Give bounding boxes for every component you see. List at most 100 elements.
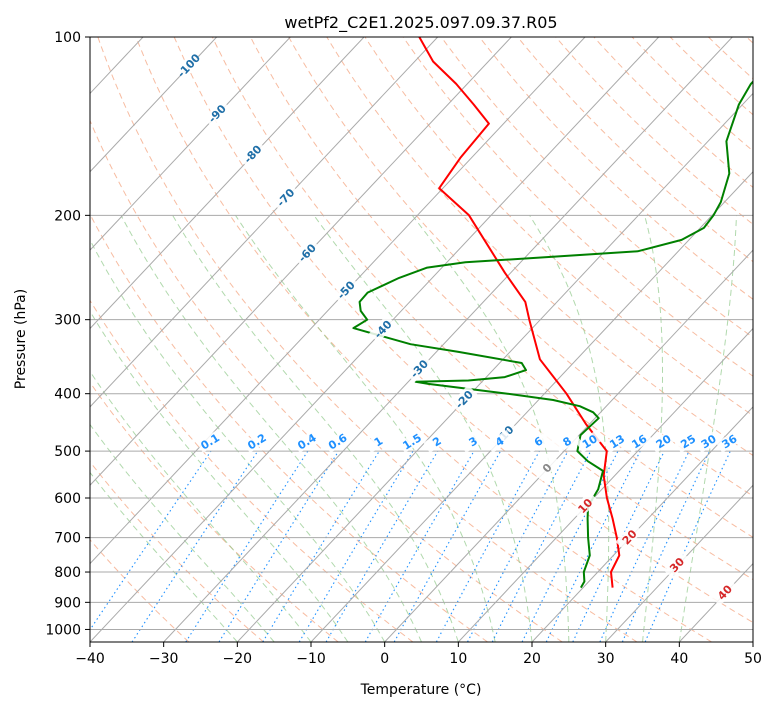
plot-frame xyxy=(89,36,754,643)
mixing-ratio-line xyxy=(572,450,665,642)
isotherm-label-bg xyxy=(450,385,478,413)
mixing-ratio-label-group: 1 xyxy=(364,429,392,453)
mixing-ratio-label-group: 0.6 xyxy=(324,429,351,453)
mixing-ratio-line xyxy=(90,450,212,631)
isotherm-label-bg xyxy=(203,99,231,128)
isotherm-label-bg xyxy=(271,183,299,211)
mixing-ratio-label-bg xyxy=(459,429,487,453)
mixing-ratio-label-bg xyxy=(674,429,702,453)
isotherm-label-bg xyxy=(662,550,691,579)
isotherm-label-group: -30 xyxy=(405,354,433,383)
isotherm xyxy=(457,327,753,642)
moist-adiabat xyxy=(313,215,533,642)
mixing-ratio-line xyxy=(467,450,569,642)
mixing-ratio-label-group: 8 xyxy=(553,429,581,453)
line-labels: -100-90-80-70-60-50-40-30-20-10010203040… xyxy=(174,51,743,606)
mixing-ratio-label-bg xyxy=(486,429,513,453)
mixing-ratio-line xyxy=(218,450,340,642)
mixing-ratio-label-group: 16 xyxy=(625,429,653,453)
y-axis-title: Pressure (hPa) xyxy=(13,289,29,389)
mixing-ratio-label-group: 1.5 xyxy=(398,429,426,453)
x-tick-label: 0 xyxy=(380,651,389,667)
mixing-ratio-label-bg xyxy=(553,429,581,453)
isotherm-label-bg xyxy=(331,275,360,304)
mixing-ratio-label-bg xyxy=(423,429,451,453)
mixing-ratio-line xyxy=(364,450,475,642)
dry-adiabat xyxy=(211,37,753,581)
x-tick-label: 50 xyxy=(744,651,762,667)
dry-adiabat xyxy=(90,213,488,642)
dry-adiabat xyxy=(746,37,753,44)
mixing-ratio-label-group: 6 xyxy=(524,429,552,453)
mixing-ratio-line xyxy=(185,450,309,642)
y-tick-label: 700 xyxy=(54,531,81,547)
dry-adiabat xyxy=(402,37,753,377)
x-tick-label: −40 xyxy=(75,651,105,667)
isotherm xyxy=(90,37,291,251)
isotherm xyxy=(90,37,586,565)
isotherm-label-bg xyxy=(532,453,561,482)
dry-adiabat xyxy=(631,37,753,152)
mixing-ratio-line xyxy=(298,450,414,642)
mixing-ratio-label-group: 0.2 xyxy=(243,429,271,453)
mixing-ratio-label-bg xyxy=(715,429,743,453)
moist-adiabat xyxy=(90,423,275,642)
dry-adiabat xyxy=(326,37,753,457)
mixing-ratio-label-bg xyxy=(603,429,631,453)
mixing-ratio-label-bg xyxy=(649,429,677,453)
dry-adiabat xyxy=(90,119,563,642)
isotherm-label-group: -100 xyxy=(174,51,203,80)
isotherm-label-bg xyxy=(710,578,738,606)
dry-adiabat xyxy=(90,381,339,642)
dry-adiabat xyxy=(173,37,753,624)
axis-ticks: −40 −30 −20 −10 0 10 20 30 40 5010020030040050060… xyxy=(45,30,762,667)
dry-adiabat xyxy=(593,37,753,189)
x-tick-label: 30 xyxy=(597,651,615,667)
x-tick-label: −10 xyxy=(296,651,326,667)
isotherm xyxy=(384,249,753,642)
dry-adiabat xyxy=(364,37,753,417)
isotherm xyxy=(236,92,753,642)
y-tick-label: 400 xyxy=(54,387,81,403)
isotherm-label-bg xyxy=(571,491,599,520)
y-tick-label: 100 xyxy=(54,30,81,46)
dry-adiabat xyxy=(90,299,414,642)
isotherm-label-bg xyxy=(368,314,397,343)
moist-adiabat xyxy=(90,471,238,642)
isotherm xyxy=(605,484,753,642)
dry-adiabat xyxy=(250,37,753,538)
mixing-ratio-label-bg xyxy=(576,429,603,453)
moist-adiabat xyxy=(90,370,312,642)
isotherm-label-group: -70 xyxy=(271,183,299,211)
mixing-ratio-label-bg xyxy=(243,429,271,453)
sounding-profiles xyxy=(352,37,753,589)
mixing-ratio-line xyxy=(325,450,439,642)
moist-adiabat xyxy=(120,215,422,642)
x-tick-label: −30 xyxy=(149,651,179,667)
isotherm-label-bg xyxy=(293,238,321,267)
isotherm-label-group: -90 xyxy=(203,99,231,128)
dewpoint-profile xyxy=(352,80,753,589)
mixing-ratio-label-bg xyxy=(364,429,392,453)
mixing-ratio-label-bg xyxy=(695,429,722,453)
mixing-ratio-label-bg xyxy=(398,429,426,453)
mixing-ratio-label-group: 13 xyxy=(603,429,631,453)
mixing-ratio-label-group: 3 xyxy=(459,429,487,453)
chart-title: wetPf2_C2E1.2025.097.09.37.R05 xyxy=(284,13,557,33)
isotherm xyxy=(531,406,753,642)
y-tick-label: 500 xyxy=(54,444,81,460)
mixing-ratio-label-group: 0.1 xyxy=(196,429,224,453)
isotherm xyxy=(0,37,69,642)
isotherm-label-group: 0 xyxy=(532,453,561,482)
mixing-ratio-line xyxy=(599,450,690,642)
mixing-ratio-line xyxy=(435,450,540,642)
isotherm xyxy=(90,37,218,173)
dry-adiabat xyxy=(135,37,712,642)
isotherm xyxy=(163,37,733,642)
isotherm-label-group: -80 xyxy=(238,139,266,168)
y-tick-label: 800 xyxy=(54,565,81,581)
moist-adiabat xyxy=(678,215,737,642)
dry-adiabat xyxy=(90,538,190,642)
isotherm-label-group: 30 xyxy=(662,550,691,579)
